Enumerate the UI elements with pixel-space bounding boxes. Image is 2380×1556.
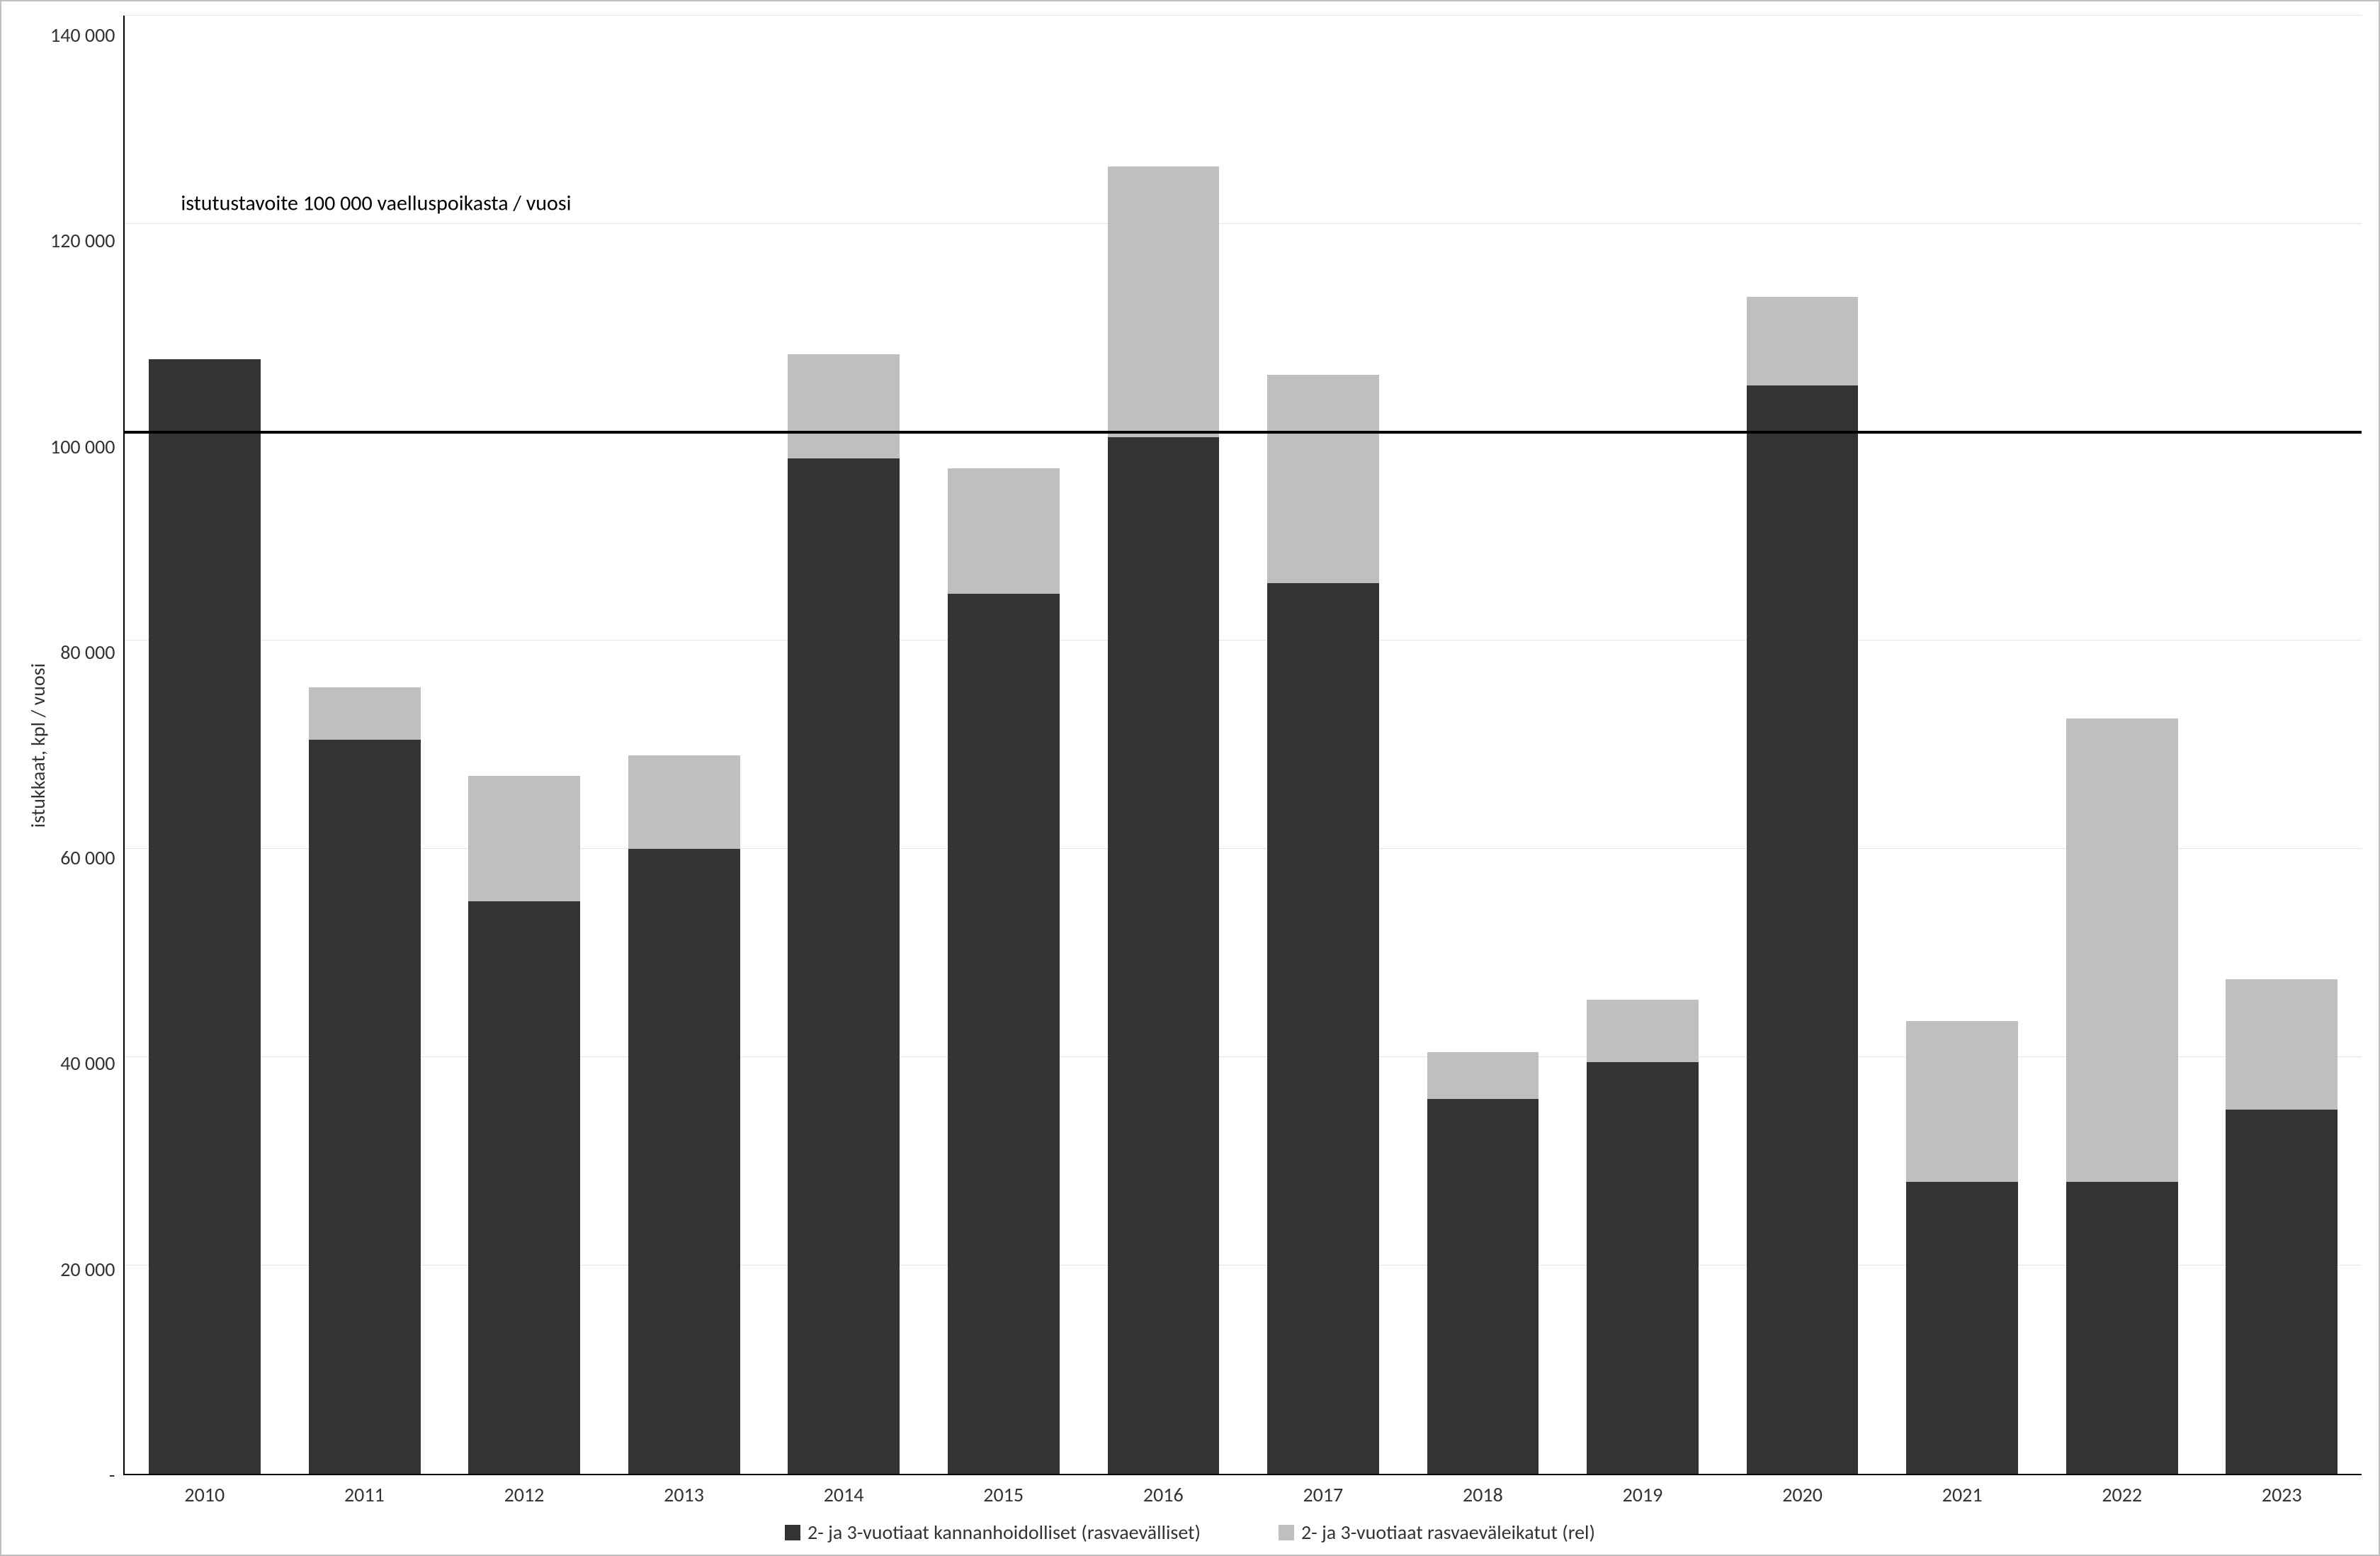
bar-slot: [764, 16, 924, 1474]
y-tick-label: 20 000: [50, 1260, 115, 1280]
bar-slot: [2042, 16, 2202, 1474]
bar-slot: [924, 16, 1084, 1474]
bar-slot: [1403, 16, 1563, 1474]
bar-slot: [1084, 16, 1244, 1474]
bar-segment-s2: [1587, 1000, 1699, 1062]
annotation-text: istutustavoite 100 000 vaelluspoikasta /…: [181, 190, 571, 216]
legend-label: 2- ja 3-vuotiaat kannanhoidolliset (rasv…: [808, 1520, 1201, 1545]
x-tick-label: 2016: [1083, 1482, 1243, 1507]
bar-segment-s2: [628, 755, 740, 849]
bar-group: [125, 16, 2362, 1474]
bar: [948, 16, 1060, 1474]
x-tick-label: 2023: [2202, 1482, 2362, 1507]
bar-slot: [125, 16, 285, 1474]
x-tick-label: 2010: [125, 1482, 285, 1507]
legend: 2- ja 3-vuotiaat kannanhoidolliset (rasv…: [18, 1520, 2362, 1545]
bar-segment-s1: [2066, 1182, 2178, 1474]
bar-segment-s2: [1108, 167, 1220, 437]
bar: [628, 16, 740, 1474]
x-tick-label: 2022: [2042, 1482, 2202, 1507]
x-tick-label: 2021: [1882, 1482, 2042, 1507]
bar-slot: [1882, 16, 2042, 1474]
bar: [2226, 16, 2338, 1474]
x-axis-ticks: 2010201120122013201420152016201720182019…: [125, 1482, 2362, 1507]
bar-slot: [1563, 16, 1723, 1474]
x-tick-label: 2013: [604, 1482, 764, 1507]
x-tick-label: 2020: [1723, 1482, 1883, 1507]
bar-segment-s2: [468, 776, 580, 901]
x-tick-label: 2011: [285, 1482, 445, 1507]
bar-segment-s1: [2226, 1110, 2338, 1475]
x-tick-label: 2018: [1403, 1482, 1563, 1507]
x-tick-label: 2015: [924, 1482, 1084, 1507]
bar-segment-s2: [1906, 1021, 2018, 1183]
bar-segment-s2: [1747, 297, 1859, 385]
y-tick-label: 100 000: [50, 437, 115, 457]
bar-slot: [1723, 16, 1883, 1474]
y-tick-label: 40 000: [50, 1054, 115, 1073]
bar-slot: [1243, 16, 1403, 1474]
bar-slot: [445, 16, 605, 1474]
bar-segment-s1: [149, 359, 261, 1474]
y-tick-label: 80 000: [50, 643, 115, 663]
bar-segment-s2: [2226, 979, 2338, 1110]
bar: [1267, 16, 1379, 1474]
y-tick-label: 140 000: [50, 26, 115, 45]
bar: [468, 16, 580, 1474]
legend-swatch: [785, 1525, 800, 1540]
y-tick-label: -: [50, 1465, 115, 1485]
bar: [1587, 16, 1699, 1474]
y-axis-label: istukkaat, kpl / vuosi: [18, 663, 50, 828]
bar-segment-s1: [948, 594, 1060, 1474]
bar-segment-s2: [1267, 375, 1379, 583]
bar-segment-s2: [1427, 1052, 1539, 1099]
bar-segment-s1: [788, 458, 900, 1474]
bar-segment-s1: [1427, 1099, 1539, 1474]
bar: [2066, 16, 2178, 1474]
bar: [1108, 16, 1220, 1474]
bar-segment-s2: [788, 354, 900, 458]
legend-label: 2- ja 3-vuotiaat rasvaeväleikatut (rel): [1301, 1520, 1595, 1545]
bar-segment-s1: [309, 740, 421, 1474]
x-axis-row: 2010201120122013201420152016201720182019…: [18, 1482, 2362, 1507]
bar: [1906, 16, 2018, 1474]
bar: [309, 16, 421, 1474]
legend-item: 2- ja 3-vuotiaat rasvaeväleikatut (rel): [1279, 1520, 1595, 1545]
x-tick-label: 2014: [764, 1482, 924, 1507]
bar-segment-s2: [309, 687, 421, 740]
bar-segment-s1: [1267, 583, 1379, 1474]
bar: [149, 16, 261, 1474]
chart-container: istukkaat, kpl / vuosi 140 000 120 000 100…: [0, 0, 2380, 1556]
bar-segment-s1: [468, 901, 580, 1475]
bar-segment-s1: [1587, 1062, 1699, 1474]
bar-segment-s1: [1108, 437, 1220, 1474]
bar-segment-s2: [2066, 718, 2178, 1182]
bar-segment-s2: [948, 468, 1060, 593]
legend-item: 2- ja 3-vuotiaat kannanhoidolliset (rasv…: [785, 1520, 1201, 1545]
bar: [1427, 16, 1539, 1474]
y-tick-label: 120 000: [50, 231, 115, 251]
x-tick-label: 2019: [1563, 1482, 1723, 1507]
y-tick-label: 60 000: [50, 848, 115, 868]
legend-swatch: [1279, 1525, 1294, 1540]
bar-segment-s1: [628, 849, 740, 1474]
plot-area: istutustavoite 100 000 vaelluspoikasta /…: [123, 16, 2362, 1475]
bar: [1747, 16, 1859, 1474]
y-axis-ticks: 140 000 120 000 100 000 80 000 60 000 40 000 2…: [50, 16, 123, 1475]
bar-slot: [285, 16, 445, 1474]
bar-slot: [604, 16, 764, 1474]
x-tick-label: 2017: [1243, 1482, 1403, 1507]
bar-segment-s1: [1747, 385, 1859, 1474]
reference-line: [125, 431, 2362, 434]
plot-row: istukkaat, kpl / vuosi 140 000 120 000 100…: [18, 16, 2362, 1475]
bar-slot: [2202, 16, 2362, 1474]
bar-segment-s1: [1906, 1182, 2018, 1474]
bar: [788, 16, 900, 1474]
x-tick-label: 2012: [444, 1482, 604, 1507]
